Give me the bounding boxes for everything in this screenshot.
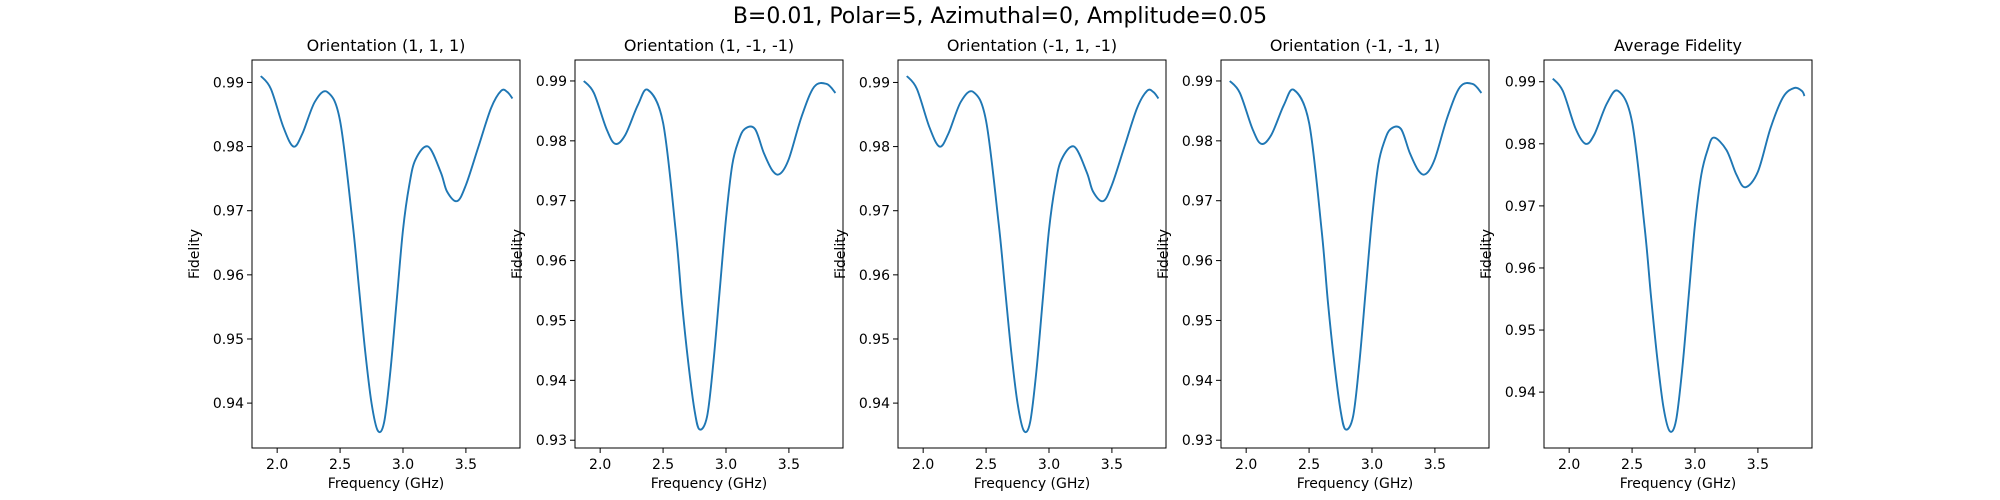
x-tick-label: 2.0 [589,457,611,473]
y-tick-label: 0.99 [536,74,567,90]
series-line [1552,77,1806,433]
y-tick-label: 0.98 [1182,134,1213,150]
y-tick-label: 0.98 [1505,137,1536,153]
x-tick-label: 3.5 [1101,457,1123,473]
y-tick-label: 0.96 [859,268,890,284]
x-tick-label: 3.5 [455,457,477,473]
x-tick-label: 2.0 [912,457,934,473]
y-tick-label: 0.94 [1505,385,1536,401]
x-tick-label: 3.5 [778,457,800,473]
subplot-5: 2.0 2.5 3.0 3.5 0.94 0.95 0.96 0.97 0.98 0.99 Aver… [1479,36,1813,492]
y-axis-label: Fidelity [1479,229,1495,279]
y-tick-label: 0.93 [1182,433,1213,449]
y-tick-label: 0.94 [859,396,890,412]
subplot-2: 2.0 2.5 3.0 3.5 0.93 0.94 0.95 0.96 0.97 0.98 0.99… [510,36,844,492]
x-axis-label: Frequency (GHz) [1297,476,1413,492]
subplot-title: Orientation (-1, 1, -1) [947,36,1117,55]
y-tick-label: 0.94 [536,373,567,389]
x-tick-label: 2.0 [266,457,288,473]
axes-frame [1220,59,1490,449]
y-tick-label: 0.98 [213,140,244,156]
x-tick-label: 2.0 [1558,457,1580,473]
y-tick-label: 0.98 [536,134,567,150]
x-tick-label: 3.0 [392,457,414,473]
x-tick-label: 3.0 [1684,457,1706,473]
y-tick-label: 0.97 [213,204,244,220]
subplot-3: 2.0 2.5 3.0 3.5 0.94 0.95 0.96 0.97 0.98 0.99 Orie… [833,36,1167,492]
y-tick-label: 0.97 [1182,194,1213,210]
y-tick-label: 0.97 [536,194,567,210]
x-tick-label: 2.5 [1621,457,1643,473]
y-tick-label: 0.96 [1505,261,1536,277]
y-tick-label: 0.93 [536,433,567,449]
subplot-title: Orientation (1, 1, 1) [307,36,466,55]
subplot-1: 2.0 2.5 3.0 3.5 0.94 0.95 0.96 0.97 0.98 0.99 Orie… [187,36,521,492]
x-axis-label: Frequency (GHz) [328,476,444,492]
y-tick-label: 0.99 [1182,74,1213,90]
x-axis-label: Frequency (GHz) [651,476,767,492]
x-tick-label: 3.0 [1361,457,1383,473]
y-axis-label: Fidelity [510,229,526,279]
y-tick-label: 0.95 [1505,323,1536,339]
axes-frame [897,59,1167,449]
subplot-title: Orientation (-1, -1, 1) [1270,36,1440,55]
y-tick-label: 0.96 [1182,254,1213,270]
y-tick-label: 0.94 [1182,373,1213,389]
subplot-title: Average Fidelity [1614,36,1742,55]
x-tick-label: 2.5 [975,457,997,473]
x-axis-label: Frequency (GHz) [974,476,1090,492]
y-tick-label: 0.99 [1505,75,1536,91]
subplot-4: 2.0 2.5 3.0 3.5 0.93 0.94 0.95 0.96 0.97 0.98 0.99… [1156,36,1490,492]
y-axis-label: Fidelity [1156,229,1172,279]
x-tick-label: 2.5 [329,457,351,473]
y-tick-label: 0.95 [213,332,244,348]
x-tick-label: 2.5 [652,457,674,473]
x-tick-label: 3.0 [715,457,737,473]
x-tick-label: 3.0 [1038,457,1060,473]
x-tick-label: 3.5 [1424,457,1446,473]
y-tick-label: 0.99 [213,75,244,91]
axes-frame [574,59,844,449]
x-axis-label: Frequency (GHz) [1620,476,1736,492]
subplot-title: Orientation (1, -1, -1) [624,36,794,55]
y-tick-label: 0.96 [536,254,567,270]
series-line [906,75,1160,434]
y-tick-label: 0.95 [859,332,890,348]
y-axis-label: Fidelity [187,229,203,279]
x-tick-label: 2.0 [1235,457,1257,473]
x-tick-label: 2.5 [1298,457,1320,473]
y-tick-label: 0.97 [1505,199,1536,215]
series-line [583,80,837,431]
figure-suptitle: B=0.01, Polar=5, Azimuthal=0, Amplitude=… [732,4,1268,29]
y-tick-label: 0.99 [859,75,890,91]
axes-frame [251,59,521,449]
y-tick-label: 0.98 [859,140,890,156]
y-tick-label: 0.96 [213,268,244,284]
series-line [1229,80,1483,431]
series-line [260,75,514,434]
y-tick-label: 0.95 [1182,313,1213,329]
axes-frame [1543,59,1813,449]
y-tick-label: 0.94 [213,396,244,412]
y-tick-label: 0.97 [859,204,890,220]
y-tick-label: 0.95 [536,313,567,329]
y-axis-label: Fidelity [833,229,849,279]
x-tick-label: 3.5 [1747,457,1769,473]
